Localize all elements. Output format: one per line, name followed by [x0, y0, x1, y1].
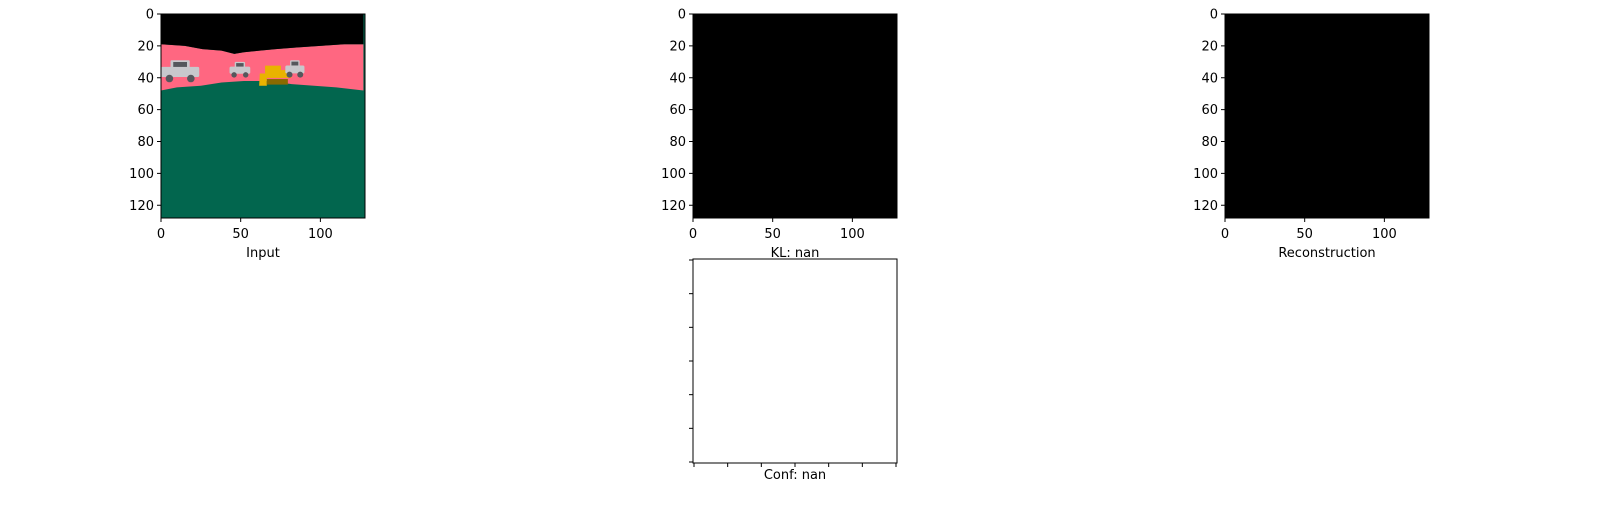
x-axis-label: Input	[246, 246, 280, 261]
car-body	[285, 65, 305, 74]
jeep-car-icon	[285, 60, 305, 78]
x-tick-label: 100	[840, 227, 865, 242]
pickup-truck-icon	[161, 60, 200, 83]
car-wheel	[242, 72, 249, 78]
bulldozer-cab	[279, 70, 292, 78]
y-tick-label: 0	[1210, 8, 1218, 23]
car-body	[229, 66, 251, 74]
car-window	[173, 62, 188, 67]
car-wheel	[187, 74, 195, 83]
road-band	[161, 44, 364, 91]
y-tick-label: 0	[146, 8, 154, 23]
x-tick-label: 0	[689, 227, 697, 242]
x-tick-label: 50	[232, 227, 249, 242]
car-wheel	[231, 72, 237, 78]
y-tick-label: 100	[1193, 167, 1218, 182]
y-tick-label: 20	[137, 39, 154, 54]
x-tick-label: 100	[1372, 227, 1397, 242]
y-tick-label: 120	[129, 199, 154, 214]
y-tick-label: 40	[669, 71, 686, 86]
x-tick-label: 0	[157, 227, 165, 242]
image-panel	[693, 14, 897, 218]
y-tick-label: 60	[669, 103, 686, 118]
y-tick-label: 100	[129, 167, 154, 182]
axes-2: 0 50 100 0 20 40 60 80 100 120 Reconstruction	[1193, 8, 1430, 261]
bulldozer-icon	[259, 65, 292, 86]
bulldozer-track	[266, 79, 288, 85]
y-tick-label: 40	[137, 71, 154, 86]
x-tick-label: 100	[308, 227, 333, 242]
x-tick-label: 0	[1221, 227, 1229, 242]
x-axis-label: Conf: nan	[764, 468, 826, 483]
car-wheel	[286, 71, 293, 78]
car-body	[161, 66, 200, 77]
car-window	[291, 61, 299, 66]
y-tick-label: 120	[661, 199, 686, 214]
bulldozer-body	[265, 65, 281, 78]
axes-frame	[692, 13, 898, 219]
car-wheel	[165, 74, 174, 83]
axes-frame	[160, 13, 366, 219]
y-tick-label: 120	[1193, 199, 1218, 214]
y-tick-label: 60	[1201, 103, 1218, 118]
axes-1: 0 50 100 0 20 40 60 80 100 120 KL: nan	[661, 8, 898, 261]
y-tick-label: 20	[1201, 39, 1218, 54]
y-tick-label: 80	[137, 135, 154, 150]
car-window	[236, 63, 244, 67]
y-tick-label: 20	[669, 39, 686, 54]
image-panel	[1225, 14, 1429, 218]
x-tick-label: 50	[764, 227, 781, 242]
x-axis-label: Reconstruction	[1278, 246, 1375, 261]
axes-3: Conf: nan	[689, 258, 898, 483]
y-tick-label: 0	[678, 8, 686, 23]
axes-frame	[1224, 13, 1430, 219]
y-tick-label: 40	[1201, 71, 1218, 86]
y-tick-label: 80	[669, 135, 686, 150]
x-tick-label: 50	[1296, 227, 1313, 242]
y-tick-label: 100	[661, 167, 686, 182]
y-tick-label: 60	[137, 103, 154, 118]
bulldozer-blade	[259, 73, 267, 86]
sky-band	[161, 14, 364, 54]
x-axis-label: KL: nan	[771, 246, 820, 261]
axes-0: 0 50 100 0 20 40 60 80 100 120 Input	[129, 8, 366, 261]
car-wheel	[297, 71, 304, 78]
axes-frame	[692, 258, 898, 464]
y-tick-label: 80	[1201, 135, 1218, 150]
suv-car-icon	[229, 61, 251, 78]
